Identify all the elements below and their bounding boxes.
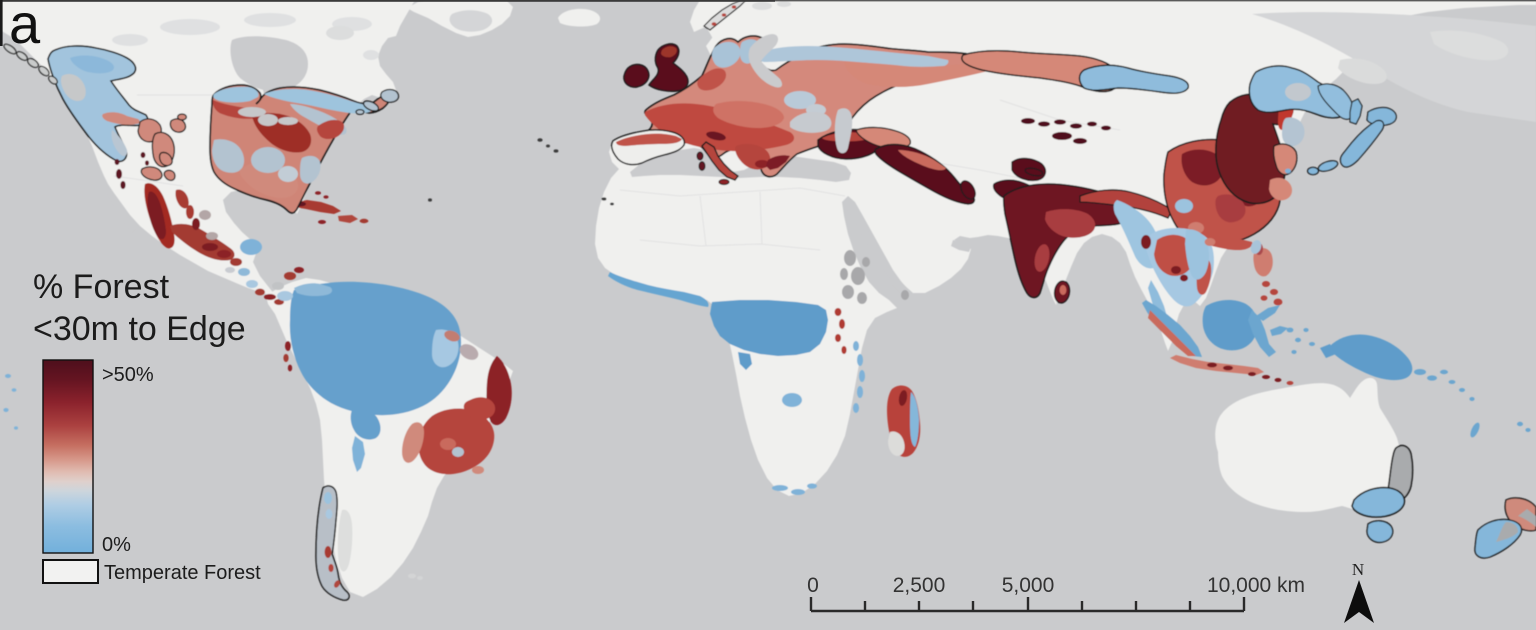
svg-text:5,000: 5,000 [1002,574,1055,597]
svg-text:0%: 0% [102,534,131,556]
svg-text:10,000 km: 10,000 km [1207,574,1305,597]
svg-text:N: N [1352,560,1364,579]
svg-text:0: 0 [807,574,819,597]
svg-text:2,500: 2,500 [893,574,946,597]
svg-text:% Forest: % Forest [33,268,170,306]
svg-text:a: a [9,0,41,55]
svg-text:>50%: >50% [102,364,154,386]
svg-text:<30m to Edge: <30m to Edge [33,310,246,348]
svg-text:Temperate Forest: Temperate Forest [104,562,261,584]
